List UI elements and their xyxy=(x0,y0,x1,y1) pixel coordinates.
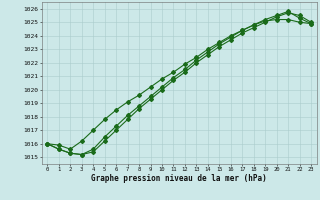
X-axis label: Graphe pression niveau de la mer (hPa): Graphe pression niveau de la mer (hPa) xyxy=(91,174,267,183)
